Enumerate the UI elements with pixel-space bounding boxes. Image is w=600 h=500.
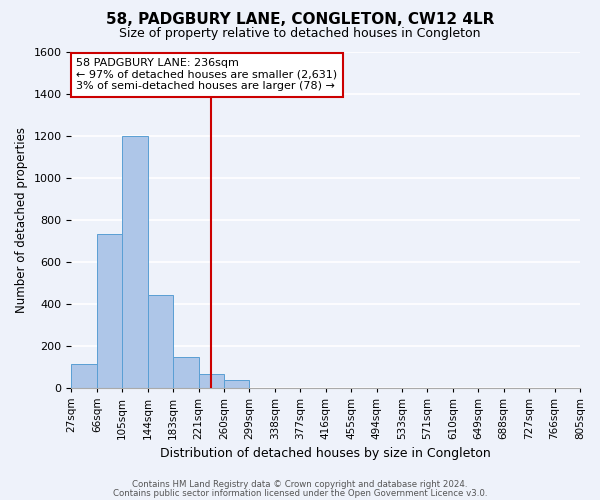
- Text: Contains HM Land Registry data © Crown copyright and database right 2024.: Contains HM Land Registry data © Crown c…: [132, 480, 468, 489]
- Bar: [224, 380, 250, 388]
- Bar: [122, 136, 148, 388]
- Bar: [173, 357, 199, 388]
- X-axis label: Distribution of detached houses by size in Congleton: Distribution of detached houses by size …: [160, 447, 491, 460]
- Bar: [199, 374, 224, 388]
- Text: 58, PADGBURY LANE, CONGLETON, CW12 4LR: 58, PADGBURY LANE, CONGLETON, CW12 4LR: [106, 12, 494, 28]
- Text: 58 PADGBURY LANE: 236sqm
← 97% of detached houses are smaller (2,631)
3% of semi: 58 PADGBURY LANE: 236sqm ← 97% of detach…: [76, 58, 338, 92]
- Text: Contains public sector information licensed under the Open Government Licence v3: Contains public sector information licen…: [113, 488, 487, 498]
- Bar: [148, 295, 173, 388]
- Bar: [71, 364, 97, 388]
- Text: Size of property relative to detached houses in Congleton: Size of property relative to detached ho…: [119, 28, 481, 40]
- Bar: [97, 234, 122, 388]
- Y-axis label: Number of detached properties: Number of detached properties: [15, 126, 28, 312]
